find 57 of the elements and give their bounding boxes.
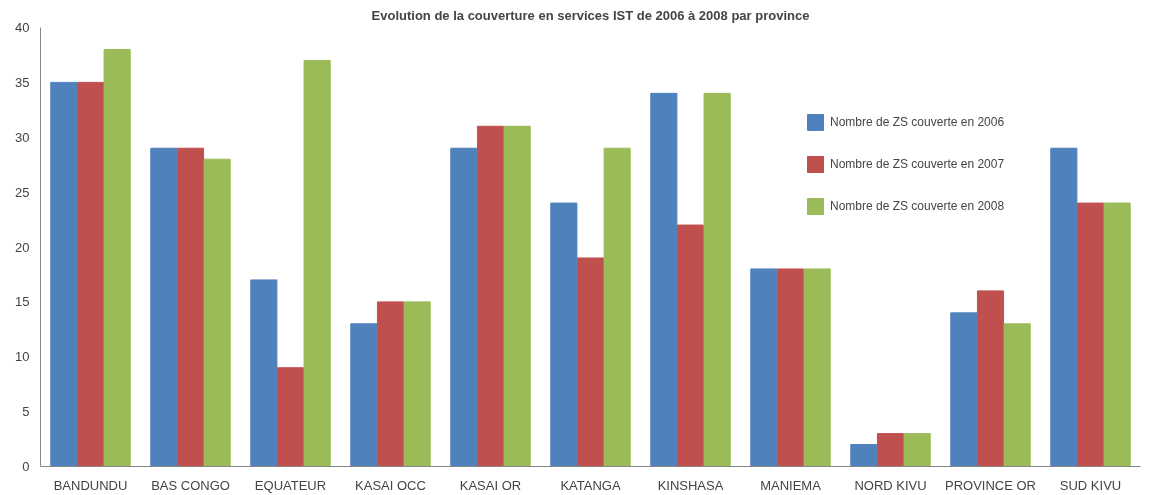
bar: [1103, 202, 1131, 467]
bar: [550, 202, 578, 467]
legend-label: Nombre de ZS couverte en 2006: [830, 115, 1005, 129]
y-tick-label: 15: [15, 294, 30, 310]
bar: [876, 433, 905, 467]
bar: [950, 312, 978, 467]
bar: [503, 125, 531, 467]
bar: [1003, 323, 1031, 467]
bar: [450, 147, 478, 467]
bar: [403, 301, 431, 467]
bar: [976, 290, 1005, 467]
x-tick-label: KASAI OR: [459, 477, 522, 493]
x-tick-label: NORD KIVU: [854, 477, 927, 493]
bar: [303, 59, 331, 467]
chart-title: Evolution de la couverture en services IST de 2006 à 2008 par province: [371, 7, 810, 23]
y-tick-label: 35: [15, 74, 30, 90]
bar: [1050, 147, 1078, 467]
legend-label: Nombre de ZS couverte en 2008: [830, 199, 1005, 213]
x-tick-label: KATANGA: [560, 477, 621, 493]
bar: [176, 147, 205, 467]
bar: [803, 268, 831, 467]
bar: [603, 147, 631, 467]
y-tick-label: 0: [22, 459, 30, 474]
y-tick-label: 10: [15, 349, 30, 365]
y-tick-label: 20: [15, 239, 30, 255]
bar: [76, 81, 105, 467]
bar: [676, 224, 705, 467]
bar: [576, 257, 605, 467]
x-tick-label: BAS CONGO: [151, 477, 230, 493]
bar: [703, 92, 731, 467]
x-tick-label: KASAI OCC: [355, 477, 426, 493]
x-tick-label: PROVINCE OR: [944, 477, 1037, 493]
bar: [1076, 202, 1105, 467]
legend-label: Nombre de ZS couverte en 2007: [830, 157, 1005, 171]
bar: [650, 92, 678, 467]
bar: [850, 444, 878, 467]
bar: [250, 279, 278, 467]
bar: [376, 301, 405, 467]
bar: [50, 81, 78, 467]
bar: [203, 158, 231, 467]
y-tick-label: 40: [15, 20, 30, 35]
y-tick-label: 25: [15, 184, 30, 200]
bar: [276, 367, 305, 467]
bar: [103, 48, 131, 467]
bar: [903, 433, 931, 467]
bar: [776, 268, 805, 467]
bar: [150, 147, 178, 467]
x-tick-label: EQUATEUR: [254, 477, 327, 493]
x-tick-label: BANDUNDU: [53, 477, 128, 493]
x-tick-label: MANIEMA: [760, 477, 822, 493]
bar: [350, 323, 378, 467]
bar: [750, 268, 778, 467]
y-tick-label: 5: [22, 404, 30, 420]
y-tick-label: 30: [15, 129, 30, 145]
bar: [476, 125, 505, 467]
x-tick-label: SUD KIVU: [1059, 477, 1122, 493]
x-tick-label: KINSHASA: [657, 477, 724, 493]
